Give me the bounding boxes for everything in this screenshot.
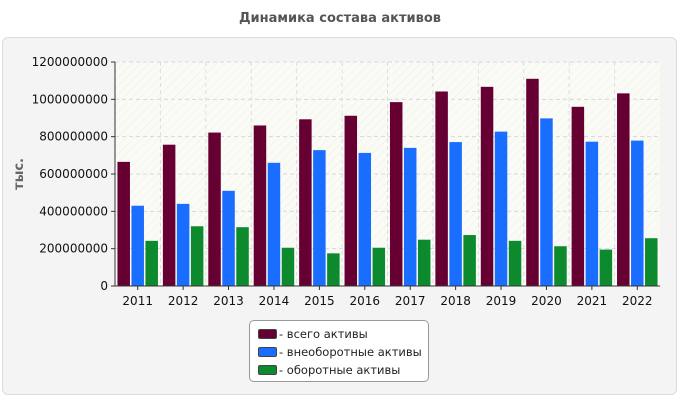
y-tick-label: 600000000	[39, 167, 108, 181]
bar	[117, 161, 130, 286]
bar	[372, 247, 386, 286]
bar	[222, 190, 235, 286]
x-tick-label: 2017	[395, 294, 426, 308]
bar	[208, 132, 221, 286]
bar	[389, 102, 403, 286]
bar	[645, 238, 658, 286]
bar	[236, 227, 249, 286]
legend-swatch	[258, 329, 277, 339]
legend-item: - всего активы	[258, 325, 428, 343]
bar	[435, 91, 448, 286]
y-tick-label: 400000000	[39, 204, 108, 218]
bar	[571, 106, 585, 286]
y-axis-label: тыс.	[12, 158, 27, 190]
chart-title: Динамика состава активов	[238, 11, 442, 26]
legend-label: - оборотные активы	[279, 363, 401, 377]
bar	[253, 125, 267, 286]
chart-legend: - всего активы - внеоборотные активы - о…	[249, 320, 429, 382]
legend-swatch	[258, 365, 277, 375]
bar	[585, 141, 599, 286]
y-tick-label: 200000000	[39, 242, 108, 256]
bar	[540, 118, 553, 286]
x-tick-label: 2013	[213, 294, 244, 308]
y-tick-label: 800000000	[39, 130, 108, 144]
y-tick-label: 1200000000	[32, 55, 108, 69]
bar	[508, 240, 522, 286]
bar	[617, 93, 630, 286]
bar	[190, 226, 204, 286]
bar	[267, 162, 281, 286]
bar	[449, 142, 462, 286]
bar	[162, 144, 176, 286]
legend-label: - внеоборотные активы	[279, 345, 422, 359]
bar	[281, 247, 295, 286]
x-tick-label: 2014	[259, 294, 290, 308]
bar	[344, 115, 358, 286]
x-tick-label: 2012	[168, 294, 199, 308]
x-tick-label: 2020	[531, 294, 562, 308]
bar	[327, 253, 340, 286]
bar	[599, 249, 613, 286]
bar	[631, 140, 644, 286]
bar	[526, 78, 539, 286]
bar	[403, 147, 417, 286]
x-tick-label: 2018	[440, 294, 471, 308]
bar	[554, 246, 567, 286]
bar	[480, 86, 494, 287]
x-tick-label: 2011	[122, 294, 153, 308]
bar	[313, 150, 326, 286]
bar	[494, 131, 508, 286]
x-tick-label: 2016	[350, 294, 381, 308]
legend-item: - оборотные активы	[258, 361, 428, 379]
x-tick-label: 2019	[486, 294, 517, 308]
y-tick-label: 1000000000	[32, 92, 108, 106]
bar	[463, 235, 476, 286]
bar	[358, 152, 372, 286]
bar	[131, 205, 144, 286]
bar	[176, 203, 190, 286]
bar	[299, 119, 312, 286]
legend-item: - внеоборотные активы	[258, 343, 428, 361]
bar	[417, 239, 431, 286]
legend-label: - всего активы	[279, 327, 368, 341]
x-tick-label: 2021	[577, 294, 608, 308]
legend-swatch	[258, 347, 277, 357]
x-tick-label: 2015	[304, 294, 335, 308]
x-tick-label: 2022	[622, 294, 653, 308]
bar	[145, 240, 158, 286]
y-tick-label: 0	[100, 279, 108, 293]
